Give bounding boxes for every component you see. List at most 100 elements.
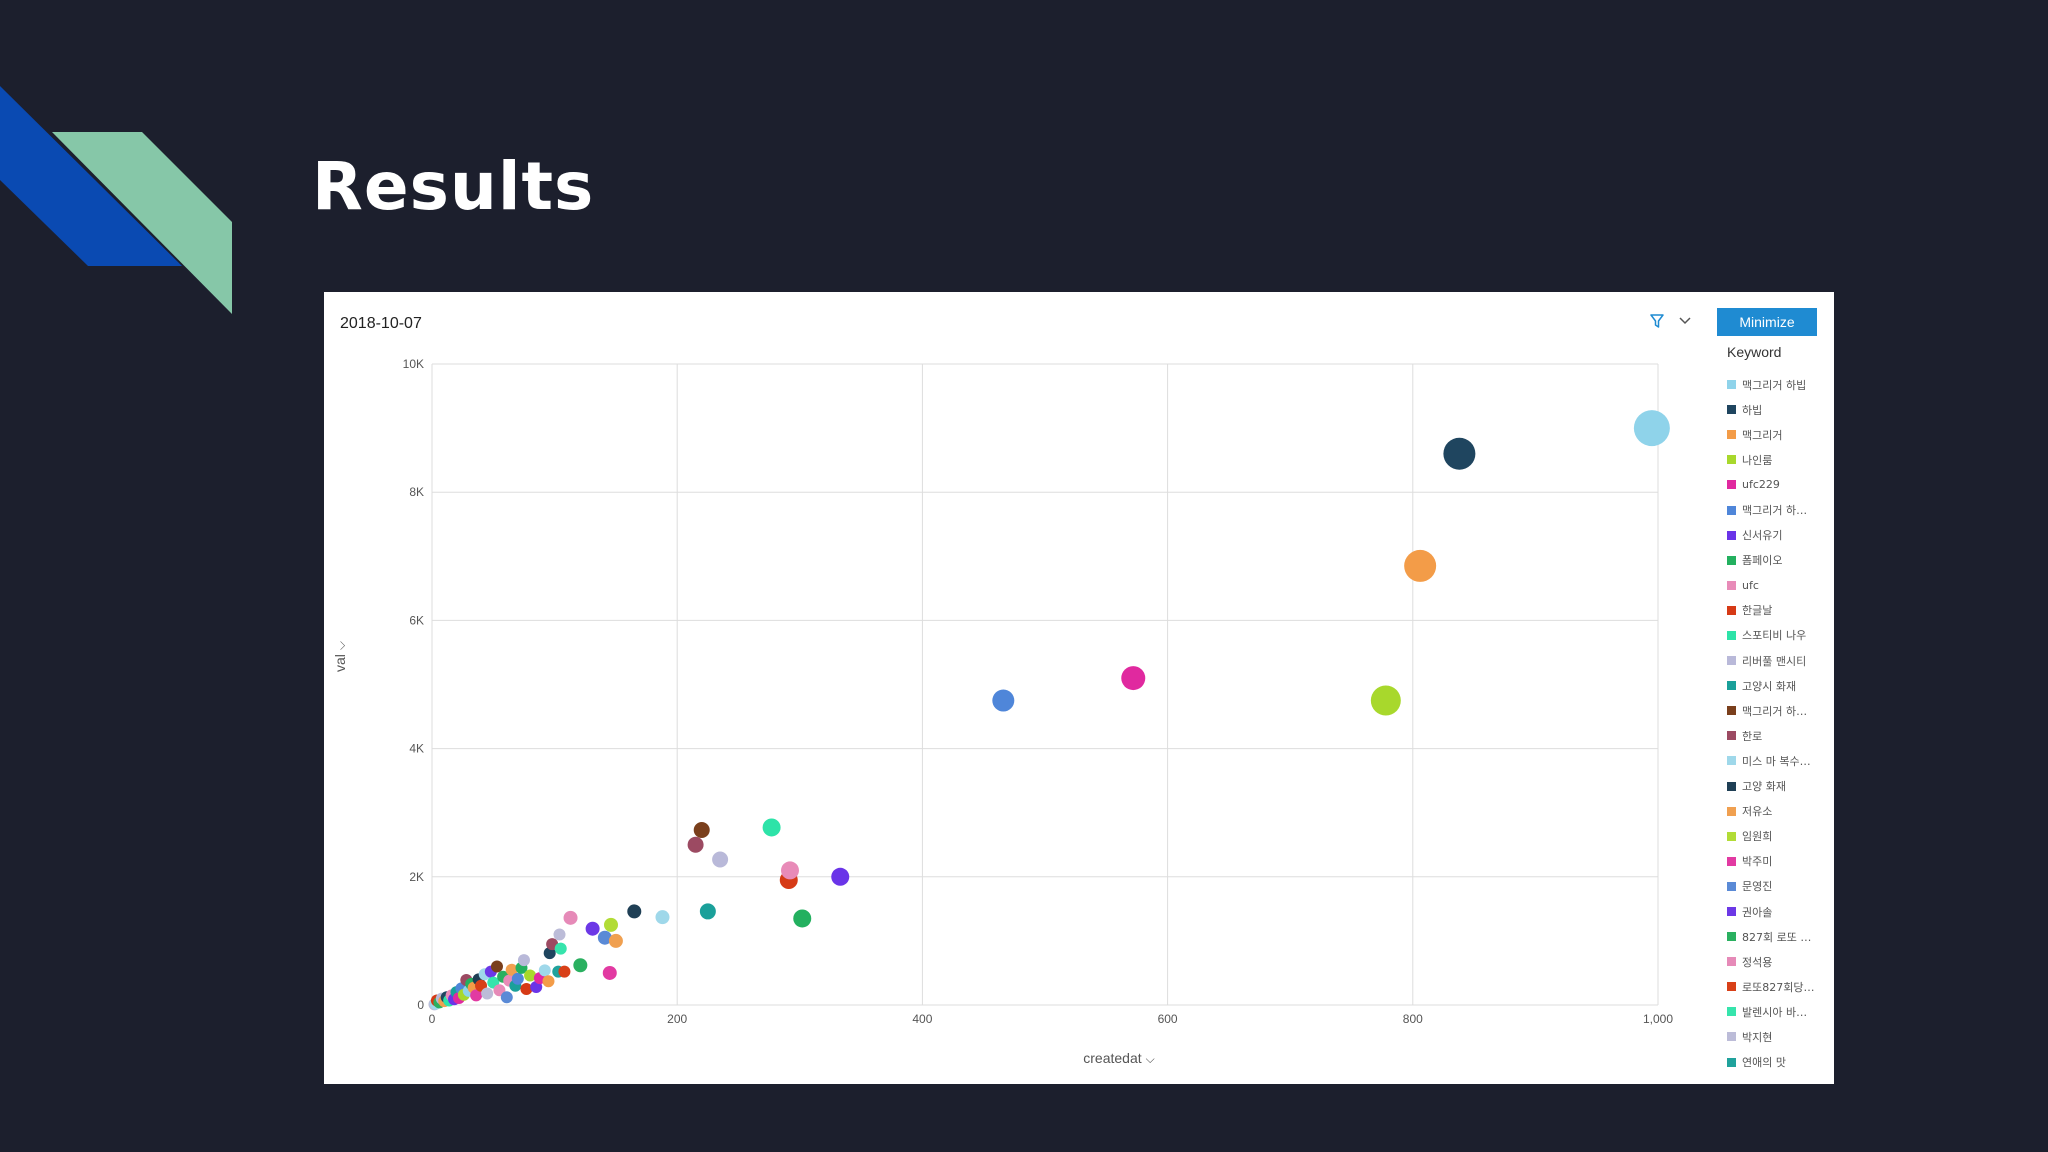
chart-points (428, 410, 1670, 1011)
legend-swatch (1727, 656, 1736, 666)
scatter-point[interactable] (1404, 549, 1437, 582)
legend-item[interactable]: ufc229 (1727, 472, 1827, 497)
legend-item[interactable]: 박지현 (1727, 1024, 1827, 1049)
legend-item[interactable]: 연애의 맛 (1727, 1050, 1827, 1075)
legend-item[interactable]: 로또827회당… (1727, 974, 1827, 999)
legend-item[interactable]: 폼페이오 (1727, 548, 1827, 573)
scatter-point[interactable] (602, 965, 617, 980)
scatter-point[interactable] (1633, 410, 1670, 447)
scatter-point[interactable] (573, 958, 588, 973)
y-tick-label: 2K (409, 870, 424, 884)
legend-item[interactable]: 한로 (1727, 723, 1827, 748)
legend-item[interactable]: 고양시 화재 (1727, 673, 1827, 698)
scatter-point[interactable] (699, 903, 716, 920)
scatter-point[interactable] (603, 917, 618, 932)
legend-title: Keyword (1727, 344, 1782, 360)
legend-swatch (1727, 856, 1736, 866)
scatter-point[interactable] (558, 965, 571, 978)
slide-title: Results (312, 148, 595, 225)
scatter-point[interactable] (693, 822, 710, 839)
scatter-point[interactable] (627, 904, 642, 919)
legend-swatch (1727, 881, 1736, 891)
legend-item[interactable]: ufc (1727, 573, 1827, 598)
legend-item[interactable]: 827회 로또 … (1727, 924, 1827, 949)
scatter-point[interactable] (1121, 666, 1146, 691)
legend-swatch (1727, 781, 1736, 791)
scatter-point[interactable] (687, 836, 704, 853)
legend-item[interactable]: 발렌시아 바… (1727, 999, 1827, 1024)
legend-item[interactable]: 하빕 (1727, 397, 1827, 422)
legend-item[interactable]: 스포티비 나우 (1727, 623, 1827, 648)
legend-item[interactable]: 한글날 (1727, 598, 1827, 623)
legend-swatch (1727, 430, 1736, 440)
scatter-point[interactable] (1370, 685, 1401, 716)
scatter-point[interactable] (563, 910, 578, 925)
scatter-point[interactable] (511, 972, 524, 985)
legend-swatch (1727, 957, 1736, 967)
scatter-point[interactable] (1443, 437, 1476, 470)
legend-swatch (1727, 605, 1736, 615)
scatter-chart: 0 200 400 600 800 1,000 0 2K 4K 6K 8K 10K (403, 357, 1674, 1026)
legend-swatch (1727, 932, 1736, 942)
scatter-point[interactable] (554, 942, 567, 955)
scatter-point[interactable] (597, 930, 612, 945)
legend-item[interactable]: 신서유기 (1727, 523, 1827, 548)
scatter-point[interactable] (762, 818, 781, 837)
y-tick-label: 10K (403, 357, 424, 371)
scatter-point[interactable] (831, 867, 850, 886)
chevron-down-icon[interactable] (1677, 312, 1693, 330)
legend-swatch (1727, 1032, 1736, 1042)
scatter-point[interactable] (520, 982, 533, 995)
legend-item[interactable]: 맥그리거 (1727, 422, 1827, 447)
legend-swatch (1727, 630, 1736, 640)
scatter-point[interactable] (481, 987, 494, 1000)
scatter-point[interactable] (524, 969, 537, 982)
legend-swatch (1727, 706, 1736, 716)
legend-label: 로또827회당… (1742, 980, 1815, 994)
scatter-point[interactable] (585, 921, 600, 936)
scatter-point[interactable] (712, 851, 729, 868)
scatter-point[interactable] (470, 989, 483, 1002)
legend-label: 박주미 (1742, 855, 1773, 869)
legend-item[interactable]: 고양 화재 (1727, 774, 1827, 799)
scatter-point[interactable] (553, 928, 566, 941)
legend-item[interactable]: 정석용 (1727, 949, 1827, 974)
legend-label: 고양시 화재 (1742, 679, 1797, 693)
legend-label: ufc (1742, 578, 1759, 592)
x-axis-label[interactable]: createdat ⌵ (1083, 1050, 1155, 1066)
decorative-stripes (0, 86, 232, 314)
legend-item[interactable]: 맥그리거 하… (1727, 698, 1827, 723)
scatter-point[interactable] (992, 689, 1015, 712)
legend-label: 발렌시아 바… (1742, 1005, 1808, 1019)
chart-panel: 2018-10-07 Minimize Keyword 맥그리거 하빕 하빕 맥그리… (324, 292, 1834, 1084)
scatter-point[interactable] (505, 963, 518, 976)
scatter-point[interactable] (542, 975, 555, 988)
legend-label: 연애의 맛 (1742, 1056, 1786, 1070)
legend-item[interactable]: 임원희 (1727, 824, 1827, 849)
legend-swatch (1727, 530, 1736, 540)
legend-item[interactable]: 미스 마 복수… (1727, 748, 1827, 773)
legend-item[interactable]: 리버풀 맨시티 (1727, 648, 1827, 673)
legend-item[interactable]: 권아솔 (1727, 899, 1827, 924)
minimize-button[interactable]: Minimize (1717, 308, 1817, 336)
legend-item[interactable]: 맥그리거 하빕 (1727, 372, 1827, 397)
filter-icon[interactable] (1649, 312, 1665, 330)
scatter-point[interactable] (530, 981, 543, 994)
scatter-point[interactable] (780, 861, 799, 880)
legend: 맥그리거 하빕 하빕 맥그리거 나인룸 ufc229 맥그리거 하… 신서유기 폼페이오 ufc… (1727, 372, 1827, 1075)
scatter-point[interactable] (793, 909, 812, 928)
legend-item[interactable]: 나인룸 (1727, 447, 1827, 472)
legend-item[interactable]: 맥그리거 하… (1727, 497, 1827, 522)
legend-swatch (1727, 731, 1736, 741)
scatter-point[interactable] (608, 933, 623, 948)
scatter-point[interactable] (500, 991, 513, 1004)
y-axis-label[interactable]: val⌵ (332, 640, 348, 672)
scatter-point[interactable] (490, 960, 503, 973)
legend-label: 맥그리거 하… (1742, 704, 1808, 718)
scatter-point[interactable] (538, 964, 551, 977)
legend-item[interactable]: 저유소 (1727, 799, 1827, 824)
scatter-point[interactable] (517, 954, 530, 967)
legend-item[interactable]: 박주미 (1727, 849, 1827, 874)
scatter-point[interactable] (655, 910, 670, 925)
legend-item[interactable]: 문영진 (1727, 874, 1827, 899)
